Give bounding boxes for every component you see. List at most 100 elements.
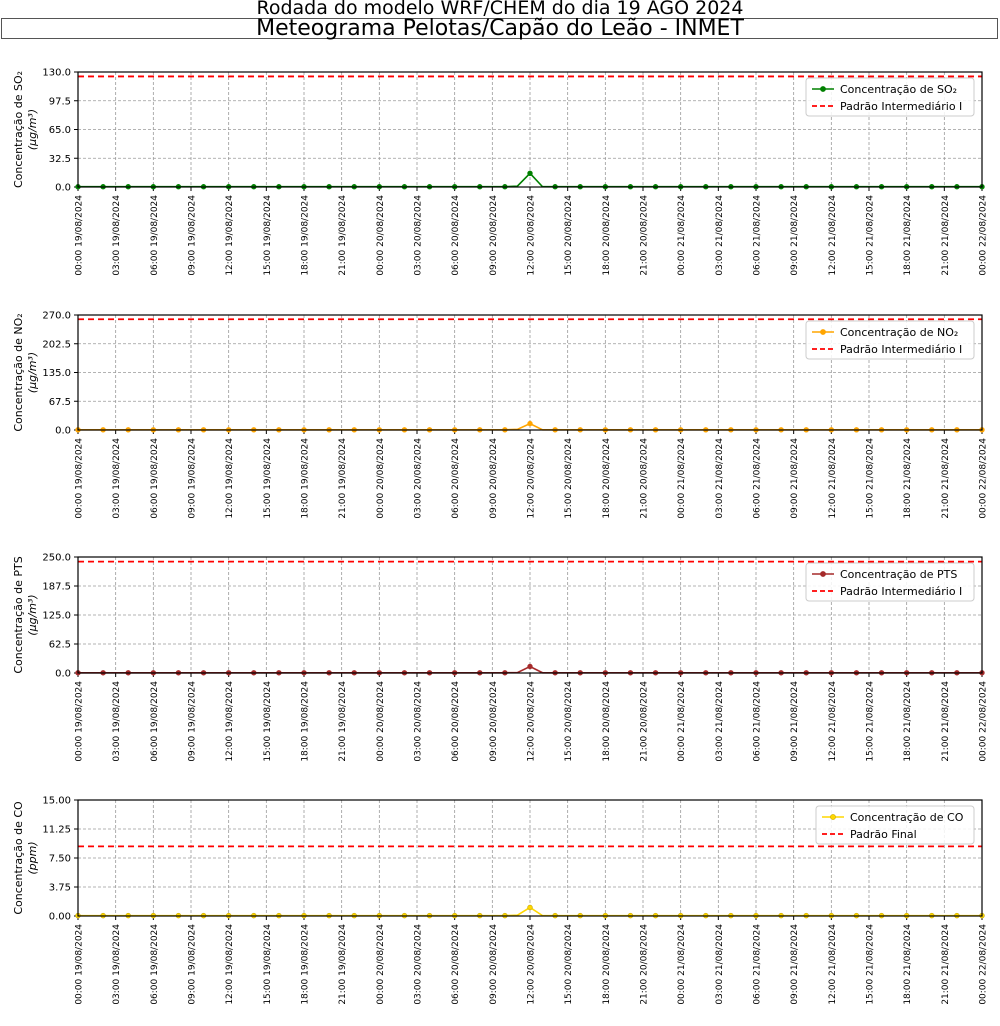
legend-swatch-marker	[820, 86, 826, 92]
chart-panel-4: 0.00 3.75 7.50 11.25 15.00 00:00 19/08/2024 03…	[12, 796, 989, 1005]
x-tick-label: 21:00 20/08/2024	[640, 195, 650, 276]
x-tick-label: 03:00 21/08/2024	[715, 195, 725, 276]
y-tick-label: 32.5	[49, 154, 71, 165]
x-tick-label: 06:00 19/08/2024	[150, 924, 160, 1005]
x-tick-label: 00:00 22/08/2024	[979, 924, 989, 1005]
x-tick-label: 12:00 19/08/2024	[225, 924, 235, 1005]
x-tick-label: 21:00 19/08/2024	[338, 438, 348, 519]
y-tick-label: 202.5	[42, 339, 71, 350]
legend-box	[805, 77, 975, 117]
y-tick-label: 15.00	[42, 796, 71, 807]
y-tick-label: 0.0	[55, 669, 71, 680]
y-tick-label: 67.5	[49, 397, 71, 408]
x-tick-label: 15:00 20/08/2024	[564, 681, 574, 762]
chart-panel-2: 0.0 67.5 135.0 202.5 270.0 00:00 19/08/2024 03…	[12, 311, 989, 519]
x-tick-label: 06:00 19/08/2024	[150, 438, 160, 519]
y-tick-label: 65.0	[49, 125, 71, 136]
x-tick-label: 00:00 19/08/2024	[75, 924, 85, 1005]
legend-swatch-marker	[830, 814, 836, 820]
y-axis-unit: (μg/m³)	[26, 594, 39, 635]
plot-frame	[77, 556, 983, 674]
data-point	[527, 663, 533, 670]
x-tick-label: 12:00 19/08/2024	[225, 195, 235, 276]
x-tick-label: 09:00 19/08/2024	[188, 924, 198, 1005]
x-tick-label: 03:00 21/08/2024	[715, 681, 725, 762]
legend-label: Concentração de PTS	[840, 568, 957, 581]
x-tick-label: 12:00 20/08/2024	[527, 681, 537, 762]
x-tick-label: 06:00 20/08/2024	[451, 681, 461, 762]
x-tick-label: 15:00 20/08/2024	[564, 195, 574, 276]
x-tick-label: 09:00 19/08/2024	[188, 438, 198, 519]
y-tick-label: 130.0	[42, 68, 71, 79]
legend-swatch-marker	[820, 571, 826, 577]
y-tick-label: 270.0	[42, 311, 71, 322]
x-tick-label: 18:00 20/08/2024	[602, 438, 612, 519]
x-tick-label: 12:00 20/08/2024	[527, 924, 537, 1005]
y-tick-label: 62.5	[49, 640, 71, 651]
x-tick-label: 00:00 20/08/2024	[376, 195, 386, 276]
x-tick-label: 18:00 21/08/2024	[903, 924, 913, 1005]
x-tick-label: 03:00 19/08/2024	[112, 438, 122, 519]
x-tick-label: 12:00 21/08/2024	[828, 438, 838, 519]
x-tick-label: 18:00 19/08/2024	[301, 681, 311, 762]
x-tick-label: 09:00 20/08/2024	[489, 681, 499, 762]
x-tick-label: 06:00 21/08/2024	[753, 924, 763, 1005]
y-axis-unit: (μg/m³)	[26, 352, 39, 393]
x-tick-label: 09:00 19/08/2024	[188, 195, 198, 276]
x-tick-label: 00:00 21/08/2024	[677, 438, 687, 519]
x-tick-label: 15:00 19/08/2024	[263, 438, 273, 519]
x-tick-label: 00:00 19/08/2024	[75, 681, 85, 762]
y-axis-label: Concentração de NO₂	[12, 313, 25, 431]
x-tick-label: 09:00 21/08/2024	[790, 438, 800, 519]
chart-title: Meteograma Pelotas/Capão do Leão - INMET	[256, 16, 744, 41]
y-axis-unit: (ppm)	[26, 841, 39, 874]
x-tick-label: 21:00 19/08/2024	[338, 924, 348, 1005]
x-tick-label: 21:00 21/08/2024	[941, 924, 951, 1005]
x-tick-label: 21:00 21/08/2024	[941, 681, 951, 762]
y-tick-label: 97.5	[49, 96, 71, 107]
x-tick-label: 06:00 19/08/2024	[150, 681, 160, 762]
x-tick-label: 15:00 21/08/2024	[866, 195, 876, 276]
x-tick-label: 00:00 20/08/2024	[376, 681, 386, 762]
legend-box	[805, 562, 975, 602]
chart-panel-1: 0.0 32.5 65.0 97.5 130.0 00:00 19/08/2024 03:0…	[12, 68, 989, 276]
y-tick-label: 7.50	[49, 854, 71, 865]
x-tick-label: 06:00 20/08/2024	[451, 195, 461, 276]
x-tick-label: 15:00 19/08/2024	[263, 681, 273, 762]
x-tick-label: 03:00 21/08/2024	[715, 924, 725, 1005]
x-tick-label: 09:00 21/08/2024	[790, 924, 800, 1005]
legend: Concentração de SO₂ Padrão Intermediário …	[805, 77, 975, 117]
legend-label: Padrão Intermediário I	[840, 100, 962, 113]
x-tick-label: 21:00 20/08/2024	[640, 924, 650, 1005]
x-tick-label: 18:00 20/08/2024	[602, 681, 612, 762]
x-tick-label: 15:00 19/08/2024	[263, 924, 273, 1005]
x-tick-label: 21:00 19/08/2024	[338, 195, 348, 276]
x-tick-label: 03:00 20/08/2024	[414, 195, 424, 276]
x-tick-label: 06:00 20/08/2024	[451, 924, 461, 1005]
x-tick-label: 12:00 19/08/2024	[225, 438, 235, 519]
plot-frame	[77, 314, 983, 431]
legend: Concentração de PTS Padrão Intermediário …	[805, 562, 975, 602]
x-tick-label: 21:00 20/08/2024	[640, 681, 650, 762]
y-tick-label: 0.0	[55, 426, 71, 437]
x-tick-label: 00:00 21/08/2024	[677, 195, 687, 276]
x-tick-label: 18:00 21/08/2024	[903, 195, 913, 276]
plot-frame	[77, 799, 983, 917]
x-tick-label: 21:00 21/08/2024	[941, 195, 951, 276]
x-tick-label: 06:00 21/08/2024	[753, 195, 763, 276]
y-tick-label: 187.5	[42, 582, 71, 593]
x-tick-label: 00:00 20/08/2024	[376, 924, 386, 1005]
legend-label: Padrão Final	[850, 828, 917, 841]
x-tick-label: 18:00 21/08/2024	[903, 681, 913, 762]
x-tick-label: 12:00 21/08/2024	[828, 681, 838, 762]
x-tick-label: 00:00 22/08/2024	[979, 438, 989, 519]
x-tick-label: 15:00 20/08/2024	[564, 924, 574, 1005]
x-tick-label: 18:00 20/08/2024	[602, 195, 612, 276]
y-axis-unit: (μg/m³)	[26, 109, 39, 150]
x-tick-label: 12:00 20/08/2024	[527, 438, 537, 519]
legend-box	[815, 805, 975, 845]
x-tick-label: 18:00 21/08/2024	[903, 438, 913, 519]
x-tick-label: 00:00 21/08/2024	[677, 924, 687, 1005]
y-axis-label: Concentração de CO	[12, 801, 25, 915]
